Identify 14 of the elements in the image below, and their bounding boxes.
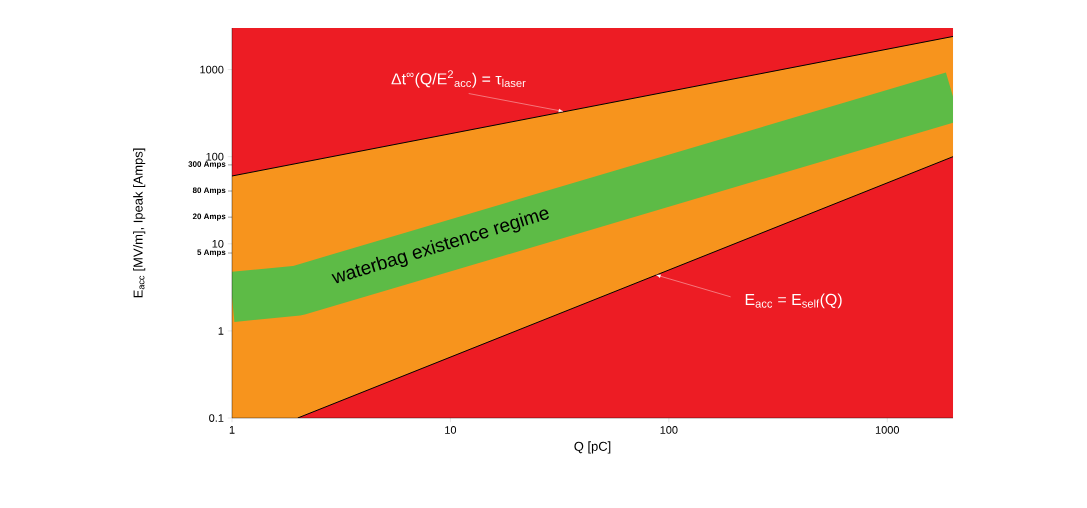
annotation: Δt$^{∞}$(Q/E$^{2}$$_{acc}$) = τ$_{laser}$ xyxy=(391,70,526,88)
y-tick-label: 1 xyxy=(218,327,224,335)
x-axis-title: Q [pC] xyxy=(574,441,611,454)
y-axis-title: E$_{acc}$ [MV/m], Ipeak [Amps] xyxy=(133,148,146,298)
y-tick-label: 10 xyxy=(212,239,224,248)
annotation: waterbag existence regime xyxy=(331,209,549,284)
y-tick-label: 100 xyxy=(206,152,224,161)
annotation: E$_{acc}$ = E$_{self}$(Q) xyxy=(745,293,842,309)
y-tick-label: 1000 xyxy=(200,65,224,74)
x-tick-label: 1000 xyxy=(875,426,900,434)
x-tick-label: 10 xyxy=(445,426,457,434)
x-tick-label: 1 xyxy=(229,426,235,434)
y-tick-label: 0.1 xyxy=(209,414,224,422)
x-tick-label: 100 xyxy=(660,426,678,434)
